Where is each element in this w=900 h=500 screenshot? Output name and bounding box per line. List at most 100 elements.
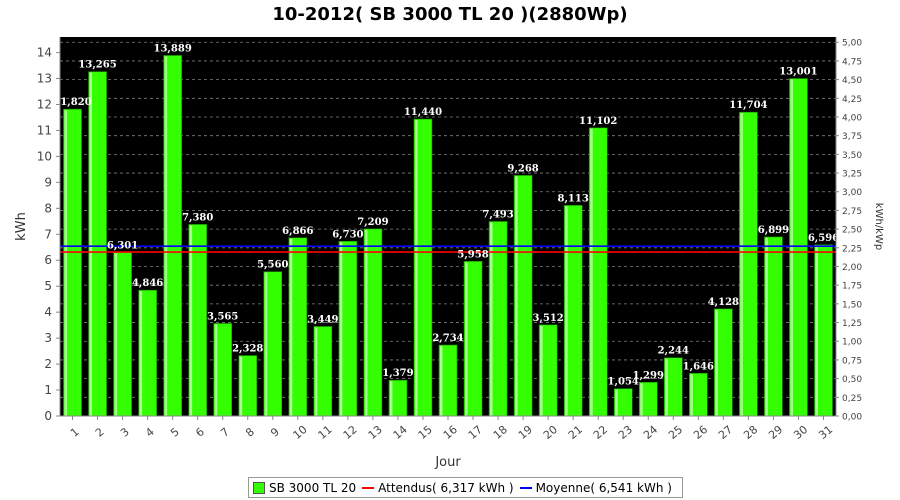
x-tick-label: 21 — [566, 423, 585, 442]
x-tick-label: 8 — [243, 425, 257, 439]
x-tick-label: 7 — [218, 425, 232, 439]
data-label: 11,102 — [579, 116, 617, 127]
y-tick-label: 6 — [44, 253, 52, 267]
x-tick-label: 9 — [268, 425, 282, 439]
data-label: 3,512 — [532, 313, 563, 324]
x-tick-label: 13 — [366, 423, 385, 442]
data-label: 6,596 — [808, 233, 839, 244]
bar-highlight — [590, 128, 593, 416]
bar-highlight — [790, 79, 793, 416]
x-tick-label: 26 — [691, 423, 710, 442]
legend-label-expected: Attendus( 6,317 kWh ) — [378, 480, 514, 495]
bar-highlight — [89, 72, 93, 416]
data-label: 5,560 — [257, 260, 288, 271]
x-tick-label: 11 — [316, 423, 335, 442]
y2-tick-label: 5,00 — [842, 39, 862, 49]
data-label: 3,565 — [207, 311, 238, 322]
x-tick-label: 15 — [416, 423, 435, 442]
bar-highlight — [389, 381, 393, 416]
bar-highlight — [615, 389, 618, 416]
bar-highlight — [64, 110, 68, 416]
x-tick-label: 18 — [491, 423, 510, 442]
x-tick-label: 12 — [341, 423, 360, 442]
x-tick-label: 24 — [641, 423, 660, 442]
x-tick-label: 17 — [466, 423, 485, 442]
bar-highlight — [364, 229, 368, 416]
y2-tick-label: 4,75 — [842, 57, 862, 67]
y-tick-label: 5 — [44, 279, 52, 293]
bar-highlight — [490, 222, 493, 416]
chart-title: 10-2012( SB 3000 TL 20 )(2880Wp) — [272, 4, 628, 25]
data-label: 6,899 — [758, 225, 789, 236]
x-tick-label: 5 — [168, 425, 182, 439]
data-label: 1,646 — [683, 361, 714, 372]
data-label: 5,958 — [457, 249, 488, 260]
bar-highlight — [815, 245, 818, 416]
data-label: 9,268 — [507, 163, 538, 174]
data-label: 4,846 — [132, 278, 163, 289]
bar-highlight — [765, 237, 768, 416]
y2-tick-label: 2,00 — [842, 263, 862, 273]
legend-item-average: Moyenne( 6,541 kWh ) — [519, 480, 672, 495]
legend-label-average: Moyenne( 6,541 kWh ) — [535, 480, 672, 495]
data-label: 8,113 — [557, 193, 588, 204]
data-label: 11,820 — [53, 97, 91, 108]
y-tick-label: 1 — [44, 383, 52, 397]
y2-axis-label: kWh/kWp — [873, 203, 884, 250]
bar-highlight — [640, 383, 643, 416]
y-tick-label: 8 — [44, 201, 52, 215]
y-tick-label: 12 — [37, 97, 52, 111]
x-tick-label: 29 — [766, 423, 785, 442]
x-tick-label: 30 — [791, 423, 810, 442]
y-tick-label: 9 — [44, 175, 52, 189]
y2-tick-label: 2,50 — [842, 226, 862, 236]
x-tick-label: 6 — [193, 425, 207, 439]
data-label: 6,301 — [107, 240, 138, 251]
legend-swatch-expected — [362, 486, 375, 489]
bar-highlight — [540, 325, 543, 416]
y-tick-label: 11 — [37, 123, 52, 137]
x-tick-label: 27 — [716, 423, 735, 442]
y-tick-label: 4 — [44, 305, 52, 319]
bar-highlight — [690, 374, 693, 416]
x-axis-label: Jour — [434, 455, 461, 470]
data-label: 3,449 — [307, 314, 338, 325]
y2-tick-label: 3,25 — [842, 170, 862, 180]
data-label: 11,440 — [404, 107, 442, 118]
y2-tick-label: 3,75 — [842, 132, 862, 142]
y2-tick-label: 2,75 — [842, 207, 862, 217]
bar-highlight — [214, 324, 218, 416]
x-tick-label: 25 — [666, 423, 685, 442]
bar-highlight — [264, 272, 268, 416]
bar-highlight — [414, 120, 418, 416]
bar-highlight — [314, 327, 318, 416]
bar-highlight — [715, 309, 718, 416]
data-label: 1,299 — [633, 370, 664, 381]
bar-highlight — [189, 225, 193, 416]
y2-tick-label: 0,00 — [842, 413, 862, 423]
x-tick-label: 1 — [68, 425, 82, 439]
data-label: 13,265 — [78, 60, 116, 71]
y2-tick-label: 2,25 — [842, 244, 862, 254]
bar-highlight — [289, 238, 293, 416]
x-tick-label: 4 — [143, 425, 157, 439]
y2-tick-label: 3,00 — [842, 188, 862, 198]
chart-legend: SB 3000 TL 20 Attendus( 6,317 kWh ) Moye… — [248, 477, 683, 498]
x-tick-label: 19 — [516, 423, 535, 442]
y2-tick-label: 1,50 — [842, 300, 862, 310]
y2-tick-label: 1,75 — [842, 282, 862, 292]
x-tick-label: 3 — [118, 425, 132, 439]
bar-highlight — [239, 356, 243, 416]
bar-highlight — [114, 253, 118, 416]
data-label: 11,704 — [729, 100, 767, 111]
x-tick-label: 22 — [591, 423, 610, 442]
x-tick-label: 20 — [541, 423, 560, 442]
data-label: 1,379 — [382, 368, 413, 379]
x-tick-label: 14 — [391, 423, 410, 442]
x-tick-label: 28 — [741, 423, 760, 442]
data-label: 7,209 — [357, 217, 388, 228]
bar-highlight — [164, 56, 168, 416]
y2-tick-label: 0,25 — [842, 394, 862, 404]
x-tick-label: 31 — [816, 423, 835, 442]
bar-highlight — [740, 113, 743, 416]
